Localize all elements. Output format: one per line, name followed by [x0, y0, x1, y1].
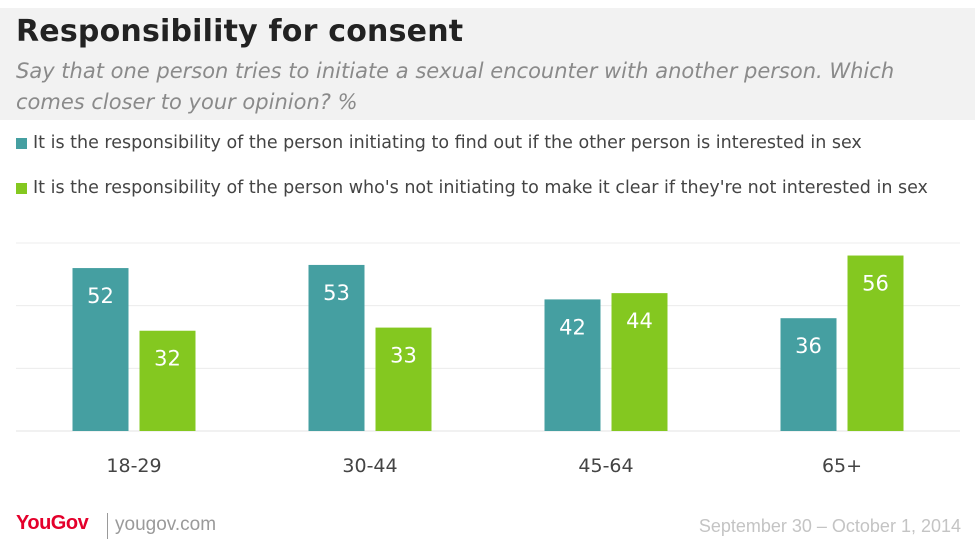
- data-label: 52: [87, 284, 114, 308]
- chart-subtitle: Say that one person tries to initiate a …: [16, 59, 895, 114]
- x-tick-label: 30-44: [342, 455, 397, 477]
- x-tick-label: 65+: [822, 455, 862, 477]
- footer-url: yougov.com: [115, 514, 217, 535]
- legend-swatch-initiating: [16, 137, 27, 149]
- bar-initiating-65+: [780, 318, 837, 431]
- bar-not-initiating-45-64: [611, 293, 668, 431]
- legend-label-not-initiating: It is the responsibility of the person w…: [33, 178, 928, 198]
- legend-swatch-not-initiating: [16, 182, 27, 194]
- bar-not-initiating-18-29: [139, 330, 196, 431]
- bar-initiating-45-64: [544, 299, 601, 431]
- chart-title: Responsibility for consent: [16, 14, 464, 49]
- bar-not-initiating-65+: [847, 255, 904, 431]
- header-band: [0, 8, 975, 120]
- data-label: 33: [390, 344, 417, 368]
- bar-initiating-30-44: [308, 264, 365, 431]
- data-label: 32: [154, 347, 181, 371]
- footer-date: September 30 – October 1, 2014: [698, 516, 961, 536]
- data-label: 42: [559, 315, 586, 339]
- data-label: 56: [862, 272, 889, 296]
- yougov-logo: YouGov: [16, 512, 89, 534]
- footer-divider: [107, 513, 108, 539]
- legend-item-not-initiating: It is the responsibility of the person w…: [16, 176, 928, 200]
- x-tick-label: 45-64: [578, 455, 633, 477]
- data-label: 36: [795, 334, 822, 358]
- data-label: 53: [323, 281, 350, 305]
- bar-not-initiating-30-44: [375, 327, 432, 431]
- x-tick-label: 18-29: [106, 455, 161, 477]
- bar-initiating-18-29: [72, 268, 129, 431]
- data-label: 44: [626, 309, 653, 333]
- legend-item-initiating: It is the responsibility of the person i…: [16, 131, 862, 155]
- bar-chart: 52 32 18-29 53 33 30-44 42 44 45-64 36 56 65+: [16, 242, 960, 477]
- legend-label-initiating: It is the responsibility of the person i…: [33, 133, 862, 153]
